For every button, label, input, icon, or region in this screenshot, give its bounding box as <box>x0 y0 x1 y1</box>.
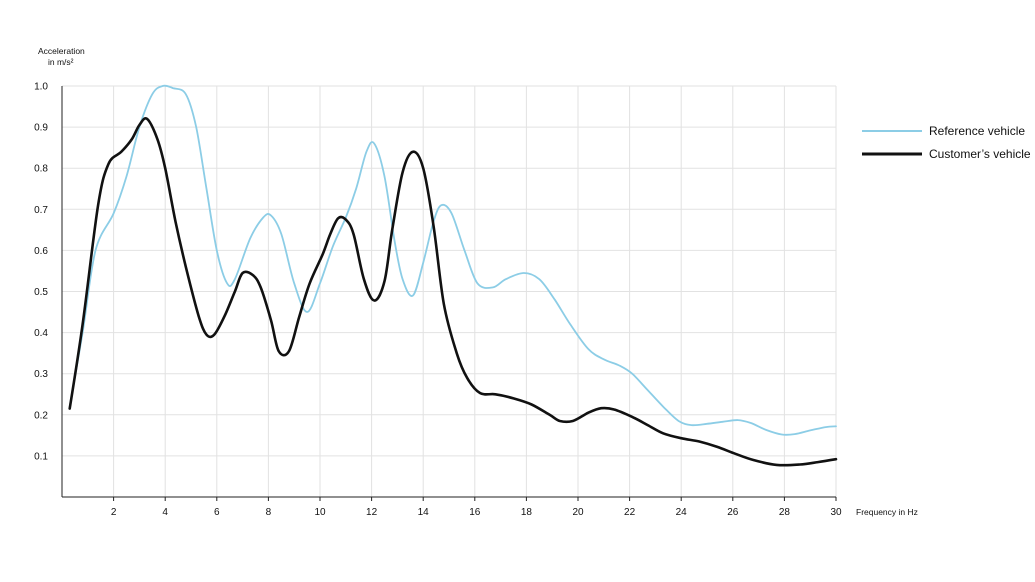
y-tick-labels: 0.1 0.2 0.3 0.4 0.5 0.6 0.7 0.8 0.9 1.0 <box>34 82 48 463</box>
x-tick-label: 30 <box>830 507 842 518</box>
x-tick-label: 10 <box>314 507 326 518</box>
y-tick-label: 0.8 <box>34 164 48 175</box>
x-tick-label: 14 <box>418 507 430 518</box>
grid <box>62 85 837 501</box>
x-tick-label: 22 <box>624 507 636 518</box>
y-tick-label: 0.2 <box>34 410 48 421</box>
series <box>68 84 838 467</box>
x-tick-label: 8 <box>266 507 272 518</box>
y-tick-label: 0.6 <box>34 246 48 257</box>
legend-label-reference-vehicle: Reference vehicle <box>929 124 1025 138</box>
x-tick-label: 12 <box>366 507 378 518</box>
y-axis-title-line1: Acceleration <box>38 46 85 56</box>
y-tick-label: 0.4 <box>34 328 48 339</box>
x-tick-label: 28 <box>779 507 791 518</box>
x-tick-label: 26 <box>727 507 739 518</box>
y-tick-label: 0.5 <box>34 287 48 298</box>
x-tick-label: 6 <box>214 507 220 518</box>
x-axis-title: Frequency in Hz <box>856 507 918 517</box>
y-tick-label: 1.0 <box>34 82 48 93</box>
series-line-reference-vehicle <box>68 84 837 436</box>
y-axis-title-line2: in m/s² <box>48 57 74 67</box>
legend: Reference vehicle Customer’s vehicle <box>862 124 1031 161</box>
x-tick-labels: 2 4 6 8 10 12 14 16 18 20 22 24 26 28 30 <box>111 507 842 518</box>
legend-label-customers-vehicle: Customer’s vehicle <box>929 147 1031 161</box>
series-line-customers-vehicle <box>68 117 838 467</box>
x-tick-label: 18 <box>521 507 533 518</box>
y-tick-label: 0.1 <box>34 451 48 462</box>
y-tick-label: 0.7 <box>34 205 48 216</box>
x-tick-label: 24 <box>676 507 688 518</box>
axes <box>61 86 836 498</box>
x-tick-label: 4 <box>162 507 168 518</box>
x-tick-label: 2 <box>111 507 117 518</box>
y-tick-label: 0.3 <box>34 369 48 380</box>
y-tick-label: 0.9 <box>34 123 48 134</box>
x-tick-label: 16 <box>469 507 481 518</box>
x-tick-label: 20 <box>572 507 584 518</box>
